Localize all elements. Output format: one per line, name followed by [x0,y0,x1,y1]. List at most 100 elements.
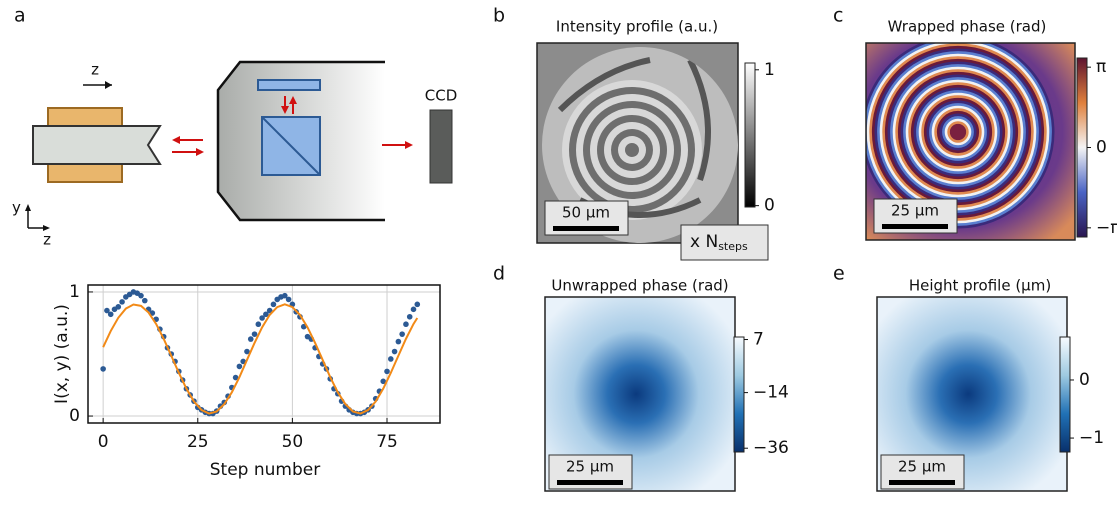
ring [897,71,1019,193]
steps-subscript: steps [718,240,748,253]
panel-label: c [833,5,843,27]
steps-label: x Nsteps [690,232,748,253]
y-axis-label: y [12,199,21,217]
colorbar-tick-label: −14 [753,383,789,403]
data-point [406,313,413,320]
arrow-head [196,148,204,156]
ring [923,97,993,167]
scale-bar [557,480,623,485]
steps-box [680,224,769,261]
plot-frame [87,284,441,424]
data-point [414,301,421,308]
arrow-head [25,204,31,211]
ring [931,105,985,159]
colorbar-tick-label: 0 [1079,370,1090,390]
ring [887,61,1029,203]
schematic: z CCD y z [12,61,457,249]
data-point [266,307,273,314]
ring [879,53,1037,211]
y-tick-label: 0 [69,406,80,426]
data-point [263,311,269,318]
ring [929,103,987,161]
panel-label: a [14,5,26,27]
ring [921,95,995,169]
ring [947,121,969,143]
scale-bar [553,226,619,231]
arrow-head [281,106,289,114]
scale-bar [889,480,955,485]
data-point [387,356,394,362]
data-point [141,297,148,304]
rings [866,43,1055,229]
data-point [395,338,402,345]
colorbar-tick-label: −1 [1079,428,1104,448]
ring [884,58,1032,206]
steps-prefix: x N [690,232,718,252]
image-title: Wrapped phase (rad) [888,18,1047,36]
data-point [391,348,398,355]
data-point [380,378,387,385]
image-title: Unwrapped phase (rad) [551,277,728,295]
data-point [403,321,409,328]
data-point [115,304,122,310]
data-point [410,306,417,313]
ring [950,124,966,140]
ring [916,90,1000,174]
data-point [100,366,106,372]
ring [936,110,980,154]
image-frame [865,42,1076,241]
data-point [285,296,292,303]
ring [926,100,990,164]
scale-bar-label: 25 µm [891,202,939,220]
colorbar [1076,57,1088,238]
panel-label: d [493,263,505,285]
colorbar [744,62,756,208]
data-point [138,292,144,299]
colorbar-tick-label: 1 [764,60,775,80]
rings [557,57,711,220]
ring [895,69,1021,195]
data-point [232,374,239,381]
mirror [257,79,321,91]
x-tick-label: 0 [98,432,109,452]
ccd-label: CCD [425,87,458,105]
ring [882,56,1034,208]
arrow-head [172,136,180,144]
beam-splitter-diagonal [261,116,321,176]
ring [866,43,1050,224]
panel-label: b [493,5,505,27]
fit-line [102,303,419,415]
data-point [384,368,390,375]
image-title: Intensity profile (a.u.) [556,18,718,36]
x-tick-label: 50 [282,432,304,452]
data-point [244,348,250,355]
z-label: z [91,61,99,79]
panel-label: e [833,263,845,285]
fiber [32,125,162,165]
ring [905,79,1011,185]
scale-bar-label: 50 µm [562,204,610,222]
arrow-head [405,141,413,149]
ring [900,74,1016,190]
ring [903,77,1013,187]
data-point [119,299,125,305]
data-point [247,336,254,342]
scale-bar-label: 25 µm [898,458,946,476]
colorbar-tick-label: π [1096,57,1106,77]
ring [913,87,1003,177]
colorbar [1059,336,1071,453]
data-point [104,307,110,314]
arrow-head [105,81,112,89]
ring [910,84,1006,180]
ring [939,113,977,151]
ring [942,116,974,148]
ring [908,82,1008,182]
colorbar [733,336,745,453]
z-axis-label: z [43,231,51,249]
image-title: Height profile (µm) [909,277,1051,295]
colorbar-tick-label: 7 [753,330,764,350]
y-tick-label: 1 [69,282,80,302]
data-point [236,363,243,370]
colorbar-tick-label: 0 [764,196,775,216]
